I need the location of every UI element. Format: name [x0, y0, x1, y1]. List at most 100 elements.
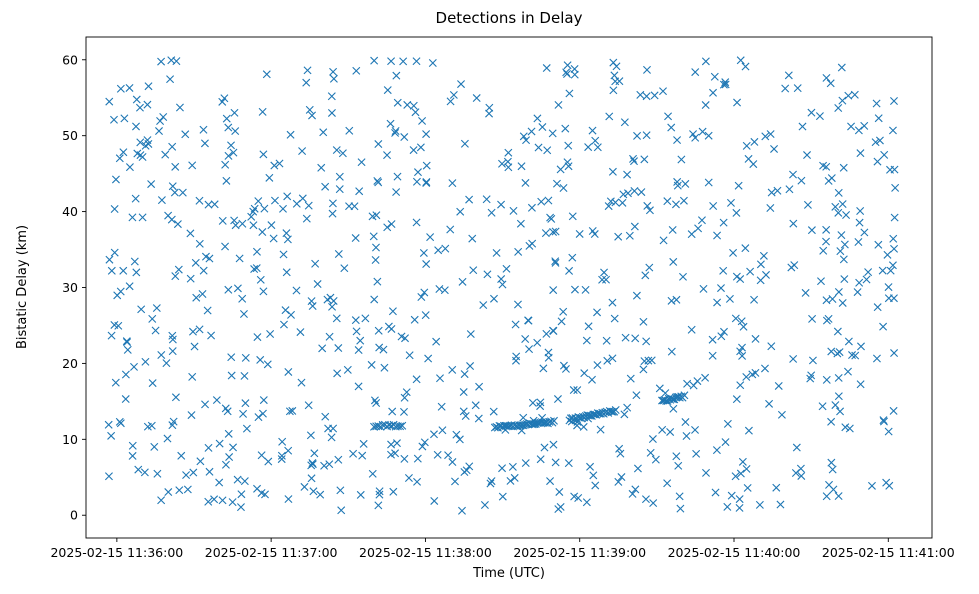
- detection-marker: [785, 185, 794, 194]
- detection-marker: [889, 234, 898, 243]
- detection-marker: [420, 288, 429, 297]
- detection-marker: [337, 506, 346, 515]
- detection-marker: [141, 141, 150, 150]
- detection-marker: [204, 497, 213, 506]
- detection-marker: [797, 176, 806, 185]
- detection-marker: [541, 229, 550, 238]
- detection-marker: [759, 251, 768, 260]
- detection-marker: [319, 128, 328, 137]
- detection-marker: [262, 70, 271, 79]
- detection-marker: [325, 332, 334, 341]
- detection-marker: [233, 284, 242, 293]
- detection-marker: [625, 231, 634, 240]
- detection-marker: [318, 344, 327, 353]
- detection-marker: [191, 258, 200, 267]
- detection-marker: [561, 124, 570, 133]
- detection-marker: [457, 80, 466, 89]
- detection-marker: [886, 266, 895, 275]
- detection-marker: [807, 226, 816, 235]
- detection-marker: [116, 84, 125, 93]
- detection-marker: [671, 200, 680, 209]
- detection-marker: [521, 335, 530, 343]
- detection-marker: [277, 451, 286, 460]
- detection-marker: [110, 320, 119, 329]
- detection-marker: [334, 250, 343, 258]
- detection-marker: [766, 130, 775, 139]
- detection-marker: [411, 108, 420, 117]
- detection-marker: [855, 218, 864, 227]
- detection-marker: [623, 403, 632, 412]
- detection-marker: [224, 151, 233, 160]
- detection-marker: [732, 395, 741, 404]
- detection-marker: [200, 139, 209, 148]
- detection-marker: [417, 293, 426, 301]
- detection-marker: [860, 121, 869, 130]
- detection-marker: [472, 94, 481, 103]
- detection-marker: [156, 116, 165, 125]
- detection-marker: [570, 70, 579, 79]
- detection-marker: [152, 304, 161, 313]
- y-tick-label: 10: [62, 432, 78, 447]
- detection-marker: [553, 395, 562, 404]
- detection-marker: [829, 485, 838, 494]
- detection-marker: [721, 80, 730, 89]
- detection-marker: [218, 216, 227, 225]
- detection-marker: [542, 329, 551, 338]
- detection-marker: [110, 205, 119, 213]
- detection-marker: [702, 468, 710, 477]
- detection-marker: [717, 332, 726, 341]
- detection-marker: [104, 420, 113, 429]
- detection-marker: [448, 179, 457, 188]
- detection-marker: [374, 422, 383, 431]
- detection-marker: [623, 170, 632, 179]
- detection-marker: [639, 317, 648, 326]
- detection-marker: [313, 280, 322, 289]
- detection-marker: [549, 286, 558, 295]
- detection-marker: [284, 446, 293, 455]
- detection-marker: [220, 94, 229, 103]
- detection-marker: [643, 65, 651, 74]
- detection-marker: [204, 443, 213, 452]
- detection-marker: [570, 285, 579, 294]
- detection-marker: [732, 272, 741, 281]
- detection-marker: [253, 333, 262, 342]
- detection-marker: [387, 440, 396, 449]
- detection-marker: [409, 146, 418, 155]
- detection-marker: [534, 143, 543, 152]
- detection-marker: [134, 465, 143, 474]
- detection-marker: [327, 108, 336, 117]
- detection-marker: [188, 327, 197, 336]
- detection-marker: [667, 123, 676, 132]
- detection-marker: [699, 284, 708, 293]
- detection-marker: [556, 165, 565, 174]
- detection-marker: [628, 489, 637, 498]
- detection-marker: [157, 57, 166, 66]
- detection-marker: [123, 345, 132, 354]
- detection-marker: [808, 314, 817, 323]
- detection-marker: [552, 179, 561, 188]
- detection-marker: [610, 314, 619, 323]
- detection-marker: [356, 336, 365, 345]
- detection-marker: [609, 58, 618, 67]
- detection-marker: [267, 221, 276, 230]
- detection-marker: [438, 426, 447, 435]
- detection-marker: [536, 455, 545, 464]
- detection-marker: [704, 178, 713, 187]
- detection-marker: [588, 375, 596, 384]
- detection-marker: [579, 422, 588, 431]
- detection-marker: [602, 275, 611, 284]
- detection-marker: [412, 57, 421, 66]
- detection-marker: [259, 150, 268, 159]
- detection-marker: [210, 200, 219, 209]
- detection-marker: [148, 314, 157, 323]
- detection-marker: [235, 254, 244, 263]
- detection-marker: [372, 399, 381, 407]
- detection-marker: [121, 395, 130, 404]
- detection-marker: [698, 127, 707, 136]
- detection-marker: [383, 86, 392, 95]
- detection-marker: [620, 410, 629, 419]
- detection-marker: [131, 194, 140, 203]
- detection-marker: [359, 439, 368, 448]
- detection-marker: [723, 502, 732, 511]
- detection-marker: [510, 473, 519, 482]
